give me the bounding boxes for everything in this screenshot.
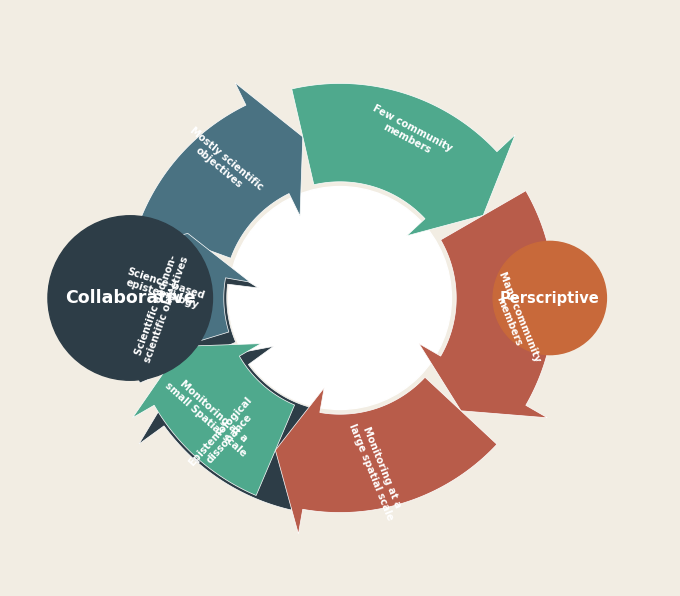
Text: Scientific and non-
scientific objectives: Scientific and non- scientific objective… <box>132 251 191 364</box>
Polygon shape <box>138 83 303 258</box>
Polygon shape <box>93 241 258 383</box>
Polygon shape <box>139 346 315 510</box>
Text: Mostly scientific
objectives: Mostly scientific objectives <box>180 125 265 201</box>
Text: Monitoring at a
large spatial scale: Monitoring at a large spatial scale <box>347 418 406 522</box>
Circle shape <box>493 241 607 355</box>
Text: Science-based
epistemology: Science-based epistemology <box>122 266 206 312</box>
Polygon shape <box>104 234 250 361</box>
Text: Perscriptive: Perscriptive <box>500 290 600 306</box>
Polygon shape <box>133 343 294 495</box>
Text: Collaborative: Collaborative <box>65 289 196 307</box>
Circle shape <box>228 187 452 409</box>
Text: Few community
members: Few community members <box>366 103 454 164</box>
Polygon shape <box>275 377 497 534</box>
Text: Monitoring at a
small Spatial scale: Monitoring at a small Spatial scale <box>163 372 256 459</box>
Polygon shape <box>292 83 515 236</box>
Polygon shape <box>419 191 555 418</box>
Text: Many community
members: Many community members <box>486 271 543 368</box>
Text: Epistemological
dissonance: Epistemological dissonance <box>187 395 263 476</box>
Circle shape <box>48 216 212 380</box>
